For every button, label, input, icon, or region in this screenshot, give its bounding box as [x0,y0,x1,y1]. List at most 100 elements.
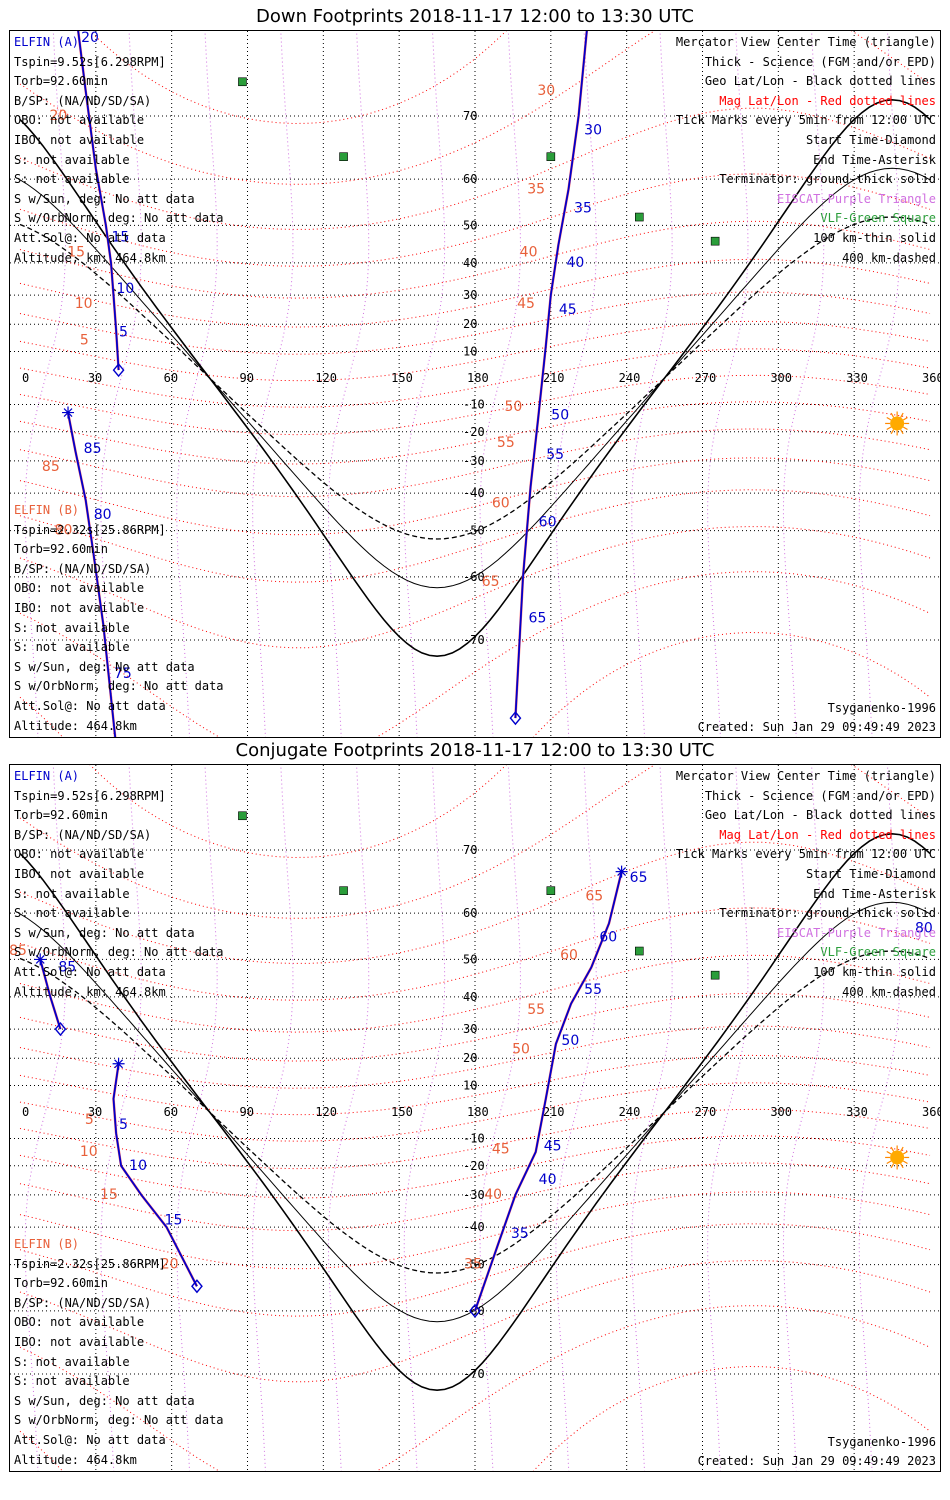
y-tick-label: 50 [463,952,477,966]
mag-latitude-line [19,401,931,465]
sun-ray [902,1150,908,1155]
track-tick-label: 85 [84,441,102,457]
sun-ray [886,426,892,430]
x-tick-label: 270 [695,371,717,385]
y-tick-label: 10 [463,1079,477,1093]
footprint-track: 5 10 15 5 10 15 20 [80,1057,203,1294]
track-tick-label: 50 [561,1033,579,1049]
track-line [514,31,588,719]
x-tick-label: 180 [467,371,489,385]
y-tick-label: 40 [463,990,477,1004]
map-legend: Mercator View Center Time (triangle) Thi… [676,33,936,268]
track-tick-label: 10 [117,281,135,297]
start-diamond-marker [469,1303,481,1318]
legend-entry: Geo Lat/Lon - Black dotted lines [704,808,936,823]
track-tick-label: 85 [58,959,76,975]
elfin-b-info-line: Torb=92.60min [14,1276,108,1291]
mag-latitude-line [19,457,931,536]
down-footprints-panel: 0 30 60 90 120 150 180 210 240 270 300 330 360 70 60 50… [9,30,941,738]
elfin-a-info-line: ELFIN (A) [14,769,80,783]
track-mag-tick-label: 35 [464,1257,482,1273]
y-tick-label: 70 [463,109,477,123]
x-tick-label: 0 [22,371,29,385]
elfin-b-info-line: S: not available [14,1374,130,1389]
mag-latitude-line [19,220,931,299]
vlf-station-marker [339,152,348,161]
elfin-a-info-line: Altitude, km: 464.8km [14,984,166,999]
y-tick-label: -50 [463,524,485,538]
elfin-b-info-line: Att.Sol@: No att data [14,698,166,713]
track-mag-tick-label: 55 [497,435,515,451]
elfin-b-info-line: IBO: not available [14,1334,145,1349]
sun-ray [902,416,908,421]
x-tick-label: 60 [164,1105,178,1119]
track-tick-label: 55 [584,982,602,998]
sun-icon [885,1145,910,1170]
sun-ray [890,1163,895,1169]
elfin-b-info-line: S w/OrbNorm, deg: No att data [14,679,224,694]
y-tick-label: -60 [463,1304,485,1318]
elfin-a-info-line: IBO: not available [14,866,145,881]
conjugate-footprints-panel: 0 30 60 90 120 150 180 210 240 270 300 330 360 70 60 50… [9,764,941,1472]
axis-tick-labels: 0 30 60 90 120 150 180 210 240 270 300 330 360 70 60 50… [22,109,940,647]
track-tick-label: 20 [81,31,99,46]
x-tick-label: 240 [619,1105,641,1119]
mag-latitude-line [19,1135,931,1199]
mag-grid [19,765,931,1471]
y-tick-label: -60 [463,570,485,584]
footprint-track: 20 15 10 5 20 15 10 5 [50,31,135,378]
legend-entry: 400 km-dashed [842,250,936,265]
terminator-400km [19,216,931,540]
x-tick-label: 210 [543,371,565,385]
vlf-station-marker [710,236,720,246]
y-tick-label: 40 [463,256,477,270]
x-tick-label: 120 [315,1105,337,1119]
x-tick-label: 150 [391,1105,413,1119]
elfin-b-info-line: Altitude: 464.8km [14,718,137,733]
y-tick-label: 50 [463,218,477,232]
track-mag-tick-label: 40 [484,1187,502,1203]
mag-longitude-line [252,765,294,1471]
legend-entry: Terminator: ground-thick solid [719,906,936,921]
mag-latitude-line [19,173,931,267]
elfin-b-info-line: Altitude: 464.8km [14,1452,137,1467]
x-tick-label: 30 [88,371,102,385]
terminators [19,98,931,658]
x-tick-label: 180 [467,1105,489,1119]
track-mag-tick-label: 5 [80,333,89,349]
mag-longitude-line [252,31,294,737]
axis-tick-labels: 0 30 60 90 120 150 180 210 240 270 300 330 360 70 60 50… [22,843,940,1381]
elfin-a-info-line: B/SP: (NA/ND/SD/SA) [14,827,152,842]
elfin-a-info-line: S w/Sun, deg: No att data [14,925,195,940]
x-tick-label: 270 [695,1105,717,1119]
sun-ray [900,1146,904,1152]
model-label: Tsyganenko-1996 [827,1435,936,1449]
track-mag-tick-label: 30 [537,83,555,99]
y-tick-label: -30 [463,454,485,468]
track-tick-label: 60 [599,930,617,946]
mag-latitude-line [19,1365,931,1471]
track-tick-label: 40 [566,255,584,271]
track-mag-tick-label: 85 [42,459,60,475]
sun-ray [902,426,908,430]
sun-ray [890,412,895,418]
elfin-a-info-line: Torb=92.60min [14,808,108,823]
mag-latitude-line [19,954,931,1033]
y-tick-label: -20 [463,425,485,439]
footprint-track: 85 85 [10,943,76,1037]
legend-entry: EISCAT-Purple Triangle [777,925,936,940]
elfin-a-info-line: S: not available [14,152,130,167]
start-diamond-marker [54,1021,67,1037]
track-mag-tick-label: 40 [520,244,538,260]
elfin-b-info-line: IBO: not available [14,600,145,615]
track-tick-label: 80 [915,920,933,936]
x-tick-label: 300 [770,1105,792,1119]
elfin-a-info-line: IBO: not available [14,132,145,147]
sun-ray [900,1163,904,1169]
legend-entry: End Time-Asterisk [813,152,936,167]
y-tick-label: 30 [463,1022,477,1036]
y-tick-label: -40 [463,1220,485,1234]
elfin-b-info-line: Tspin=2.32s[25.86RPM] [14,1256,166,1271]
legend-entry: Terminator: ground-thick solid [719,172,936,187]
track-mag-tick-label: 65 [482,574,500,590]
